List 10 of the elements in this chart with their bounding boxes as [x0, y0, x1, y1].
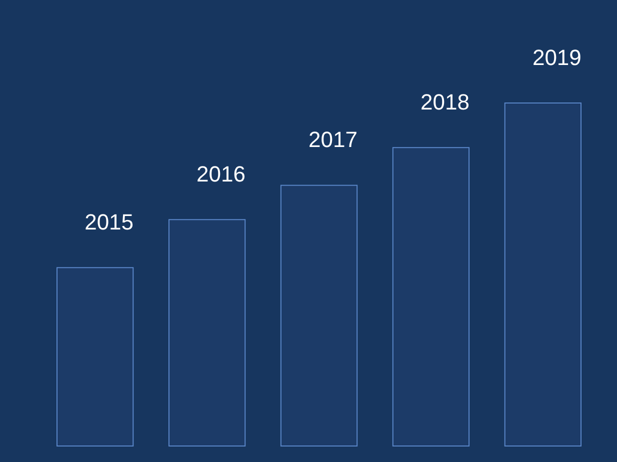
x-tick-label: 2018	[420, 89, 470, 114]
x-tick-label: 2017	[308, 127, 358, 152]
bar	[392, 147, 470, 446]
x-tick-label: 2016	[196, 161, 246, 186]
bar	[280, 184, 358, 446]
bar	[56, 267, 134, 446]
bar	[168, 219, 246, 446]
bar	[504, 102, 582, 446]
x-tick-label: 2015	[84, 209, 134, 234]
x-tick-label: 2019	[532, 44, 582, 70]
